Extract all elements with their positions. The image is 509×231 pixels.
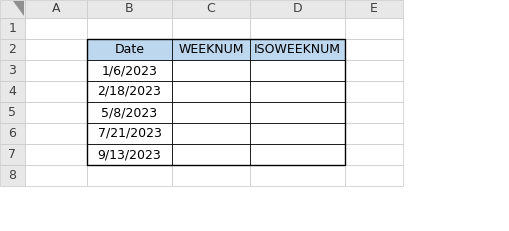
Text: 2/18/2023: 2/18/2023: [97, 85, 161, 98]
Text: 4: 4: [9, 85, 16, 98]
Bar: [87, 60, 172, 81]
Bar: [249, 0, 344, 18]
Bar: [172, 39, 249, 60]
Bar: [249, 18, 344, 39]
Bar: [25, 0, 87, 18]
Bar: [0, 81, 25, 102]
Text: B: B: [125, 3, 133, 15]
Bar: [25, 165, 87, 186]
Bar: [25, 18, 87, 39]
Bar: [0, 123, 25, 144]
Bar: [249, 144, 344, 165]
Bar: [172, 0, 249, 18]
Text: C: C: [206, 3, 215, 15]
Text: A: A: [51, 3, 60, 15]
Bar: [172, 81, 249, 102]
Bar: [344, 102, 402, 123]
Bar: [25, 81, 87, 102]
Text: 9/13/2023: 9/13/2023: [97, 148, 161, 161]
Bar: [344, 165, 402, 186]
Bar: [172, 123, 249, 144]
Text: Date: Date: [115, 43, 144, 56]
Bar: [0, 39, 25, 60]
Bar: [344, 18, 402, 39]
Bar: [249, 39, 344, 60]
Bar: [249, 165, 344, 186]
Bar: [0, 165, 25, 186]
Bar: [25, 144, 87, 165]
Bar: [87, 102, 172, 123]
Text: 7/21/2023: 7/21/2023: [97, 127, 161, 140]
Bar: [172, 18, 249, 39]
Bar: [87, 39, 172, 60]
Bar: [344, 0, 402, 18]
Bar: [249, 81, 344, 102]
Text: 1: 1: [9, 22, 16, 35]
Text: E: E: [370, 3, 377, 15]
Text: D: D: [292, 3, 302, 15]
Text: 7: 7: [9, 148, 16, 161]
Bar: [87, 39, 344, 165]
Text: 1/6/2023: 1/6/2023: [101, 64, 157, 77]
Bar: [87, 0, 172, 18]
Text: 2: 2: [9, 43, 16, 56]
Bar: [344, 144, 402, 165]
Bar: [0, 18, 25, 39]
Bar: [172, 165, 249, 186]
Text: ISOWEEKNUM: ISOWEEKNUM: [253, 43, 341, 56]
Bar: [172, 39, 249, 60]
Bar: [87, 165, 172, 186]
Bar: [249, 102, 344, 123]
Bar: [0, 144, 25, 165]
Bar: [249, 39, 344, 60]
Bar: [344, 123, 402, 144]
Bar: [344, 60, 402, 81]
Bar: [25, 123, 87, 144]
Text: 5/8/2023: 5/8/2023: [101, 106, 157, 119]
Bar: [87, 123, 172, 144]
Bar: [25, 60, 87, 81]
Bar: [0, 60, 25, 81]
Bar: [172, 144, 249, 165]
Polygon shape: [13, 1, 24, 16]
Bar: [344, 81, 402, 102]
Bar: [87, 81, 172, 102]
Text: 5: 5: [9, 106, 16, 119]
Bar: [344, 39, 402, 60]
Bar: [0, 0, 25, 18]
Bar: [172, 60, 249, 81]
Text: 8: 8: [9, 169, 16, 182]
Bar: [249, 123, 344, 144]
Bar: [87, 39, 172, 60]
Bar: [249, 60, 344, 81]
Text: 3: 3: [9, 64, 16, 77]
Bar: [172, 102, 249, 123]
Bar: [0, 102, 25, 123]
Text: 6: 6: [9, 127, 16, 140]
Bar: [25, 102, 87, 123]
Text: WEEKNUM: WEEKNUM: [178, 43, 243, 56]
Bar: [87, 144, 172, 165]
Bar: [25, 39, 87, 60]
Bar: [87, 18, 172, 39]
